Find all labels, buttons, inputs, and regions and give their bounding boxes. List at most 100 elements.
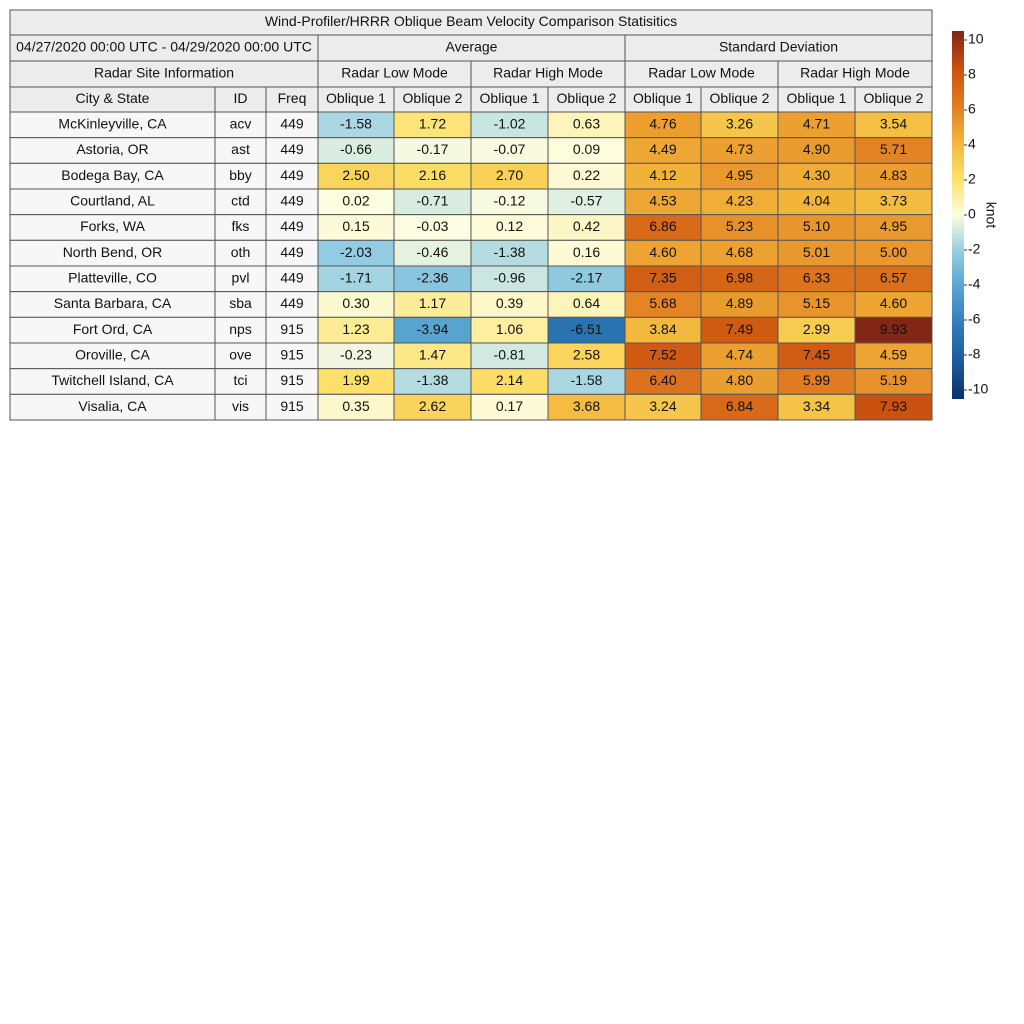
column-header-cell <box>700 86 779 113</box>
value: 6.84 <box>726 398 753 414</box>
value: -0.46 <box>417 244 449 260</box>
value: 7.35 <box>649 270 676 286</box>
value: 4.53 <box>649 193 676 209</box>
value: -2.36 <box>417 270 449 286</box>
site-cell: McKinleyville, CA <box>58 116 167 132</box>
value: -2.17 <box>571 270 603 286</box>
value-cell <box>624 316 702 344</box>
value-cell <box>700 214 779 241</box>
colorbar-tick-label: -8 <box>968 346 981 362</box>
value-cell <box>624 342 702 370</box>
colorbar-tick-label: 0 <box>968 206 976 222</box>
value: -0.57 <box>571 193 603 209</box>
site-cell-cell <box>265 188 319 216</box>
value: 4.95 <box>726 167 753 183</box>
value: 4.30 <box>803 167 830 183</box>
mode-header: Radar Low Mode <box>648 65 755 81</box>
colorbar-tick-label: -4 <box>968 276 981 292</box>
site-cell-cell <box>214 316 267 344</box>
value: 4.89 <box>726 295 753 311</box>
site-cell-cell <box>9 393 216 421</box>
value-cell <box>854 393 933 421</box>
group-header-cell <box>624 34 933 62</box>
column-header: Freq <box>278 90 307 106</box>
column-header-cell <box>624 86 702 113</box>
site-cell-cell <box>214 393 267 421</box>
value: -0.96 <box>494 270 526 286</box>
value-cell <box>393 162 472 190</box>
site-cell: 449 <box>280 218 304 234</box>
value: 4.59 <box>880 347 907 363</box>
mode-header: Radar Low Mode <box>341 65 448 81</box>
value: 5.71 <box>880 141 907 157</box>
site-info-header: Radar Site Information <box>94 65 234 81</box>
site-cell-cell <box>214 265 267 293</box>
site-cell: 915 <box>280 347 304 363</box>
colorbar-label: knot <box>983 202 999 229</box>
value-cell <box>547 393 626 421</box>
value: 5.19 <box>880 372 907 388</box>
column-header: Oblique 2 <box>403 90 463 106</box>
site-cell: bby <box>229 167 252 183</box>
value: 4.83 <box>880 167 907 183</box>
site-cell: pvl <box>232 270 250 286</box>
column-header: Oblique 2 <box>710 90 770 106</box>
site-cell-cell <box>214 111 267 139</box>
column-header-cell <box>393 86 472 113</box>
value-cell <box>624 214 702 241</box>
value-cell <box>700 368 779 395</box>
value: 9.93 <box>880 321 907 337</box>
value: 2.70 <box>496 167 523 183</box>
value: 4.95 <box>880 218 907 234</box>
value-cell <box>317 162 395 190</box>
value: -0.71 <box>417 193 449 209</box>
value: 6.86 <box>649 218 676 234</box>
site-cell: 449 <box>280 244 304 260</box>
value: 0.42 <box>573 218 600 234</box>
value-cell <box>470 214 549 241</box>
site-cell: acv <box>230 116 252 132</box>
site-cell-cell <box>265 214 319 241</box>
site-cell: nps <box>229 321 252 337</box>
site-cell: tci <box>234 372 248 388</box>
column-header: Oblique 1 <box>480 90 540 106</box>
site-cell-cell <box>265 239 319 267</box>
site-cell: ast <box>231 141 250 157</box>
value: 4.80 <box>726 372 753 388</box>
column-header: Oblique 2 <box>557 90 617 106</box>
site-cell-cell <box>9 342 216 370</box>
site-cell-cell <box>9 111 216 139</box>
value-cell <box>700 162 779 190</box>
site-cell-cell <box>9 368 216 395</box>
value: 4.74 <box>726 347 753 363</box>
site-cell: 449 <box>280 141 304 157</box>
group-header-cell <box>317 34 626 62</box>
value-cell <box>317 239 395 267</box>
value-cell <box>854 111 933 139</box>
value: -2.03 <box>340 244 372 260</box>
value-cell <box>317 342 395 370</box>
site-cell: Courtland, AL <box>70 193 155 209</box>
value-cell <box>777 239 856 267</box>
value: 1.72 <box>419 116 446 132</box>
value: 7.52 <box>649 347 676 363</box>
site-cell-cell <box>214 239 267 267</box>
value: 4.04 <box>803 193 830 209</box>
site-cell-cell <box>9 188 216 216</box>
value: 4.90 <box>803 141 830 157</box>
value: 1.99 <box>342 372 369 388</box>
site-cell-cell <box>214 291 267 318</box>
table-title-cell <box>9 9 933 36</box>
site-cell: Visalia, CA <box>78 398 147 414</box>
column-header: ID <box>234 90 248 106</box>
site-cell: sba <box>229 295 252 311</box>
value: 5.23 <box>726 218 753 234</box>
value-cell <box>470 239 549 267</box>
site-cell: 449 <box>280 295 304 311</box>
value-cell <box>777 214 856 241</box>
value-cell <box>317 316 395 344</box>
value-cell <box>317 393 395 421</box>
value-cell <box>777 265 856 293</box>
